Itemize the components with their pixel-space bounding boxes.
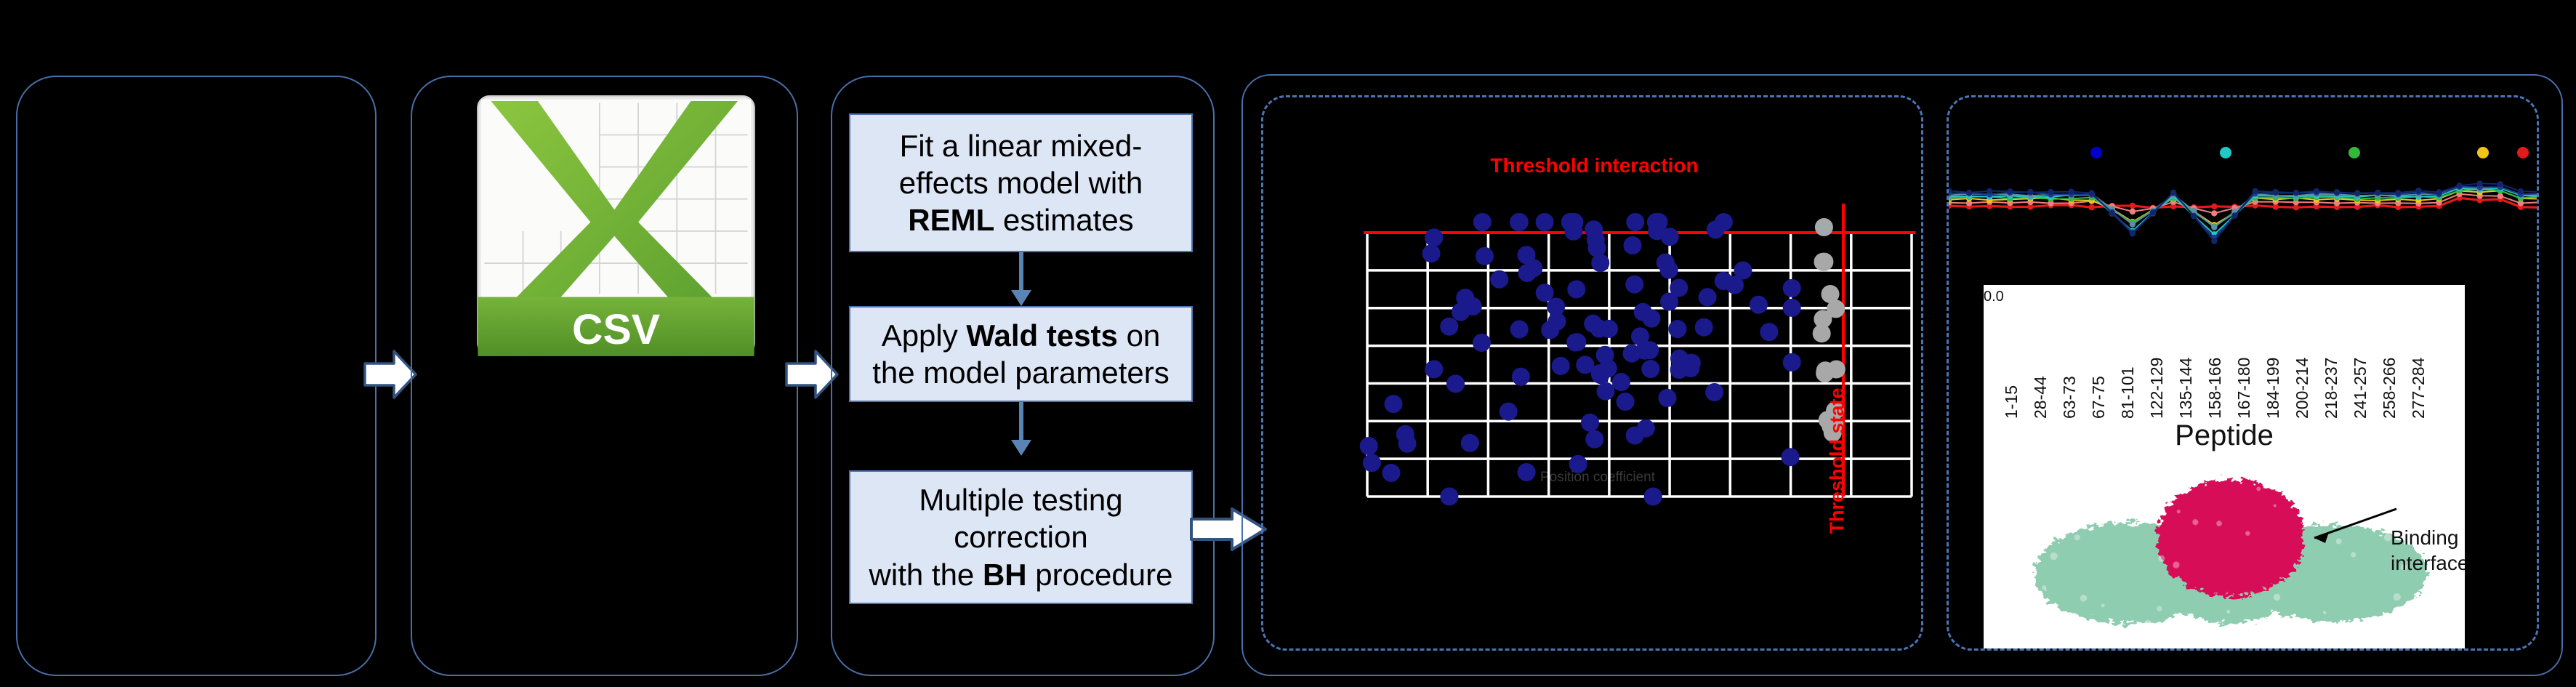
svg-text:Position coefficient: Position coefficient <box>1540 470 1656 485</box>
svg-text:CSV: CSV <box>572 306 660 353</box>
svg-text:Threshold state: Threshold state <box>1826 387 1848 534</box>
